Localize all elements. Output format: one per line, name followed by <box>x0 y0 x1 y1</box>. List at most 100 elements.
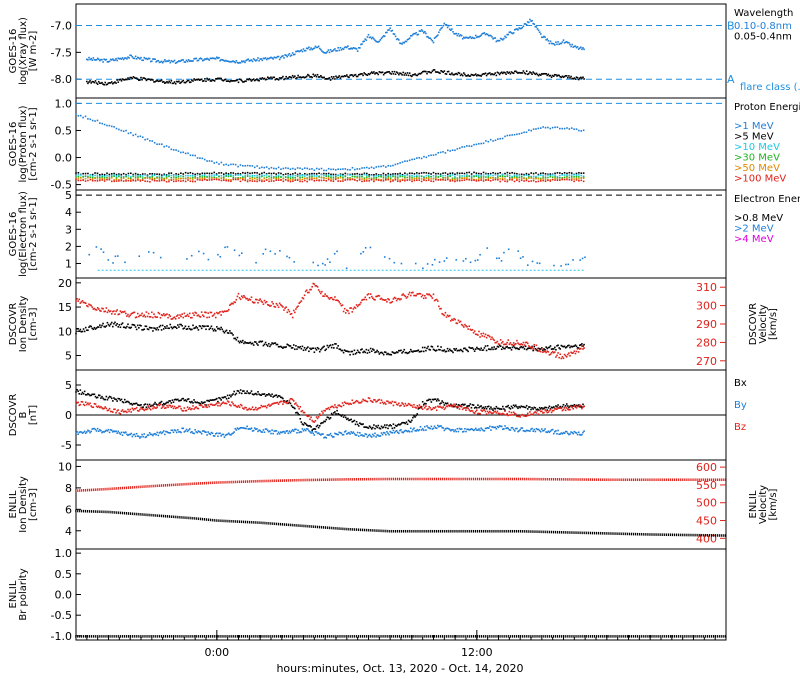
data-point <box>262 521 264 525</box>
data-point <box>509 342 512 344</box>
data-point <box>409 404 412 407</box>
data-point <box>403 405 406 407</box>
data-point <box>199 157 201 159</box>
data-point <box>152 316 154 319</box>
data-point <box>326 344 329 347</box>
data-point <box>580 174 583 177</box>
data-point <box>400 404 402 407</box>
data-point <box>151 404 153 407</box>
data-point <box>344 75 347 78</box>
data-point <box>529 71 531 73</box>
data-point <box>153 141 156 144</box>
data-point <box>163 145 165 148</box>
data-point <box>434 258 436 261</box>
data-point <box>229 60 231 63</box>
data-point <box>531 73 533 75</box>
data-point <box>381 71 384 74</box>
data-point <box>442 178 444 181</box>
data-point <box>316 286 319 288</box>
data-point <box>511 414 514 416</box>
data-point <box>272 343 274 345</box>
data-point <box>315 173 318 175</box>
data-point <box>90 430 92 433</box>
data-point <box>517 415 519 418</box>
data-point <box>289 402 292 405</box>
data-point <box>154 80 156 83</box>
y-axis-label: B <box>18 411 29 418</box>
data-point <box>129 314 131 317</box>
data-point <box>482 529 484 533</box>
data-point <box>421 400 424 403</box>
data-point <box>326 434 329 436</box>
data-point <box>449 180 451 182</box>
data-point <box>581 433 583 436</box>
data-point <box>452 429 454 431</box>
data-point <box>213 176 216 178</box>
data-point <box>356 305 359 308</box>
data-point <box>263 405 266 408</box>
data-point <box>413 175 416 178</box>
data-point <box>507 347 510 349</box>
data-point <box>575 179 578 181</box>
data-point <box>535 177 537 180</box>
data-point <box>266 394 269 396</box>
data-point <box>91 406 94 408</box>
data-point <box>251 393 254 395</box>
data-point <box>278 522 280 526</box>
data-point <box>276 55 279 58</box>
data-point <box>337 168 339 170</box>
data-point <box>118 432 121 434</box>
data-point <box>209 57 212 60</box>
data-point <box>92 406 95 409</box>
data-point <box>251 301 254 303</box>
data-point <box>141 312 143 315</box>
data-point <box>530 129 533 132</box>
data-point <box>447 529 449 533</box>
data-point <box>534 73 537 76</box>
data-point <box>196 407 199 410</box>
data-point <box>497 174 499 177</box>
data-point <box>217 77 219 80</box>
data-point <box>203 172 206 175</box>
data-point <box>574 431 577 434</box>
data-point <box>544 408 546 411</box>
data-point <box>573 180 575 183</box>
data-point <box>513 343 516 346</box>
data-point <box>214 78 217 80</box>
data-point <box>96 427 99 430</box>
data-point <box>561 174 563 176</box>
data-point <box>216 77 218 80</box>
data-point <box>304 349 307 351</box>
data-point <box>291 316 294 319</box>
data-point <box>287 432 290 435</box>
data-point <box>499 413 502 416</box>
data-point <box>306 177 308 180</box>
data-point <box>363 435 365 437</box>
data-point <box>273 167 275 170</box>
data-point <box>102 307 104 310</box>
data-point <box>194 154 196 157</box>
data-point <box>146 138 149 140</box>
data-point <box>125 512 128 515</box>
data-point <box>369 426 372 429</box>
data-point <box>181 80 183 83</box>
data-point <box>283 430 285 433</box>
data-point <box>274 394 277 397</box>
data-point <box>296 306 298 309</box>
data-point <box>542 179 544 182</box>
data-point <box>534 411 537 413</box>
data-point <box>476 429 478 431</box>
data-point <box>239 298 242 301</box>
data-point <box>277 79 280 81</box>
data-point <box>421 427 424 430</box>
data-point <box>406 176 409 179</box>
data-point <box>201 174 204 177</box>
data-point <box>561 41 564 43</box>
data-point <box>489 425 491 428</box>
data-point <box>207 325 209 327</box>
data-point <box>153 81 155 83</box>
data-point <box>569 433 571 435</box>
data-point <box>108 407 111 410</box>
data-point <box>286 400 289 402</box>
data-point <box>325 172 328 175</box>
